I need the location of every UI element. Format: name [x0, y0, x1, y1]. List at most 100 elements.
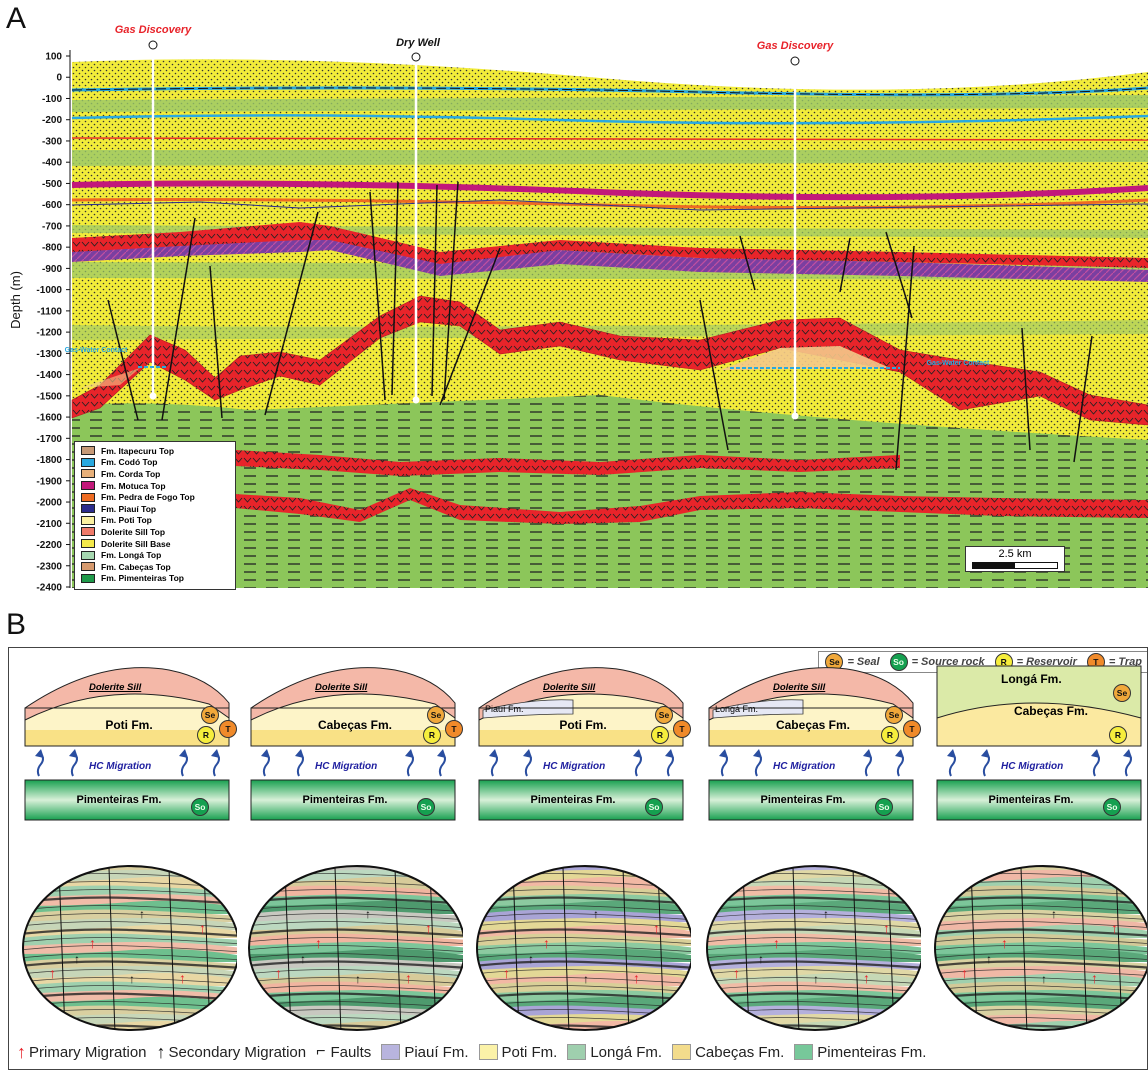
source-label: Pimenteiras Fm.	[760, 794, 846, 806]
legend-swatch	[81, 446, 95, 456]
svg-text:↑: ↑	[275, 965, 282, 981]
petroleum-system-panel: Se = Seal So = Source rock R = Reservoir T =…	[8, 647, 1148, 1070]
well-1-label: Gas Discovery	[115, 24, 192, 36]
seal-badge: Se	[427, 706, 445, 724]
svg-text:↑: ↑	[365, 907, 371, 921]
y-tick-label: 100	[45, 52, 62, 63]
svg-text:↑: ↑	[758, 952, 764, 966]
legend-label: Fm. Itapecuru Top	[101, 445, 175, 456]
scenario-4: ↑ ↑ ↑ ↑ ↑ ↑ ↑ Dolerite Sill Longá Fm. Cabeças Fm.…	[703, 648, 921, 1068]
trap-badge: T	[903, 720, 921, 738]
y-tick-label: -800	[42, 243, 62, 254]
reservoir-label: Poti Fm.	[559, 718, 607, 732]
reservoir-label: Cabeças Fm.	[775, 718, 851, 732]
cross-section-a: Depth (m) 100 0 -100 -200 -300 -400 -500 -600 -7…	[8, 24, 1148, 594]
scale-bar: 2.5 km	[965, 546, 1065, 572]
y-tick-label: -900	[42, 264, 62, 275]
legend-swatch	[81, 573, 95, 583]
y-tick-label: -400	[42, 158, 62, 169]
legend-swatch	[81, 481, 95, 491]
well-2[interactable]: Dry Well	[396, 37, 441, 404]
svg-text:↑: ↑	[1111, 920, 1118, 936]
scenario-2: ↑ ↑ ↑ ↑ ↑ ↑ ↑ Dolerite Sill Cabeças Fm. HC Migrat…	[245, 648, 463, 1068]
legend-label: Fm. Codó Top	[101, 457, 158, 468]
y-tick-label: -1800	[36, 455, 62, 466]
legend-label: Dolerite Sill Top	[101, 526, 166, 537]
legend-row: Fm. Longá Top	[75, 549, 235, 561]
svg-text:↑: ↑	[823, 907, 829, 921]
svg-text:↑: ↑	[49, 965, 56, 981]
legend-row: Dolerite Sill Base	[75, 538, 235, 550]
seal-badge: Se	[1113, 684, 1131, 702]
svg-text:↑: ↑	[315, 935, 322, 951]
reservoir-badge: R	[1109, 726, 1127, 744]
sill-label: Dolerite Sill	[543, 682, 596, 693]
svg-text:↑: ↑	[593, 907, 599, 921]
sill-label: Dolerite Sill	[773, 682, 826, 693]
legend-swatch	[81, 562, 95, 572]
y-tick-label: -2200	[36, 540, 62, 551]
svg-text:↑: ↑	[1041, 972, 1047, 986]
svg-text:↑: ↑	[139, 907, 145, 921]
svg-text:↑: ↑	[986, 952, 992, 966]
y-tick-label: -1900	[36, 476, 62, 487]
legend-row: Fm. Codó Top	[75, 457, 235, 469]
y-tick-label: -1200	[36, 328, 62, 339]
legend-row: Dolerite Sill Top	[75, 526, 235, 538]
svg-text:↑: ↑	[543, 935, 550, 951]
svg-text:↑: ↑	[863, 970, 870, 986]
source-badge: So	[191, 798, 209, 816]
svg-text:↑: ↑	[633, 970, 640, 986]
well-1[interactable]: Gas Discovery	[115, 24, 192, 400]
legend-swatch	[81, 539, 95, 549]
legend-label: Fm. Cabeças Top	[101, 561, 171, 572]
reservoir-label: Cabeças Fm.	[317, 718, 393, 732]
reservoir-badge: R	[651, 726, 669, 744]
svg-text:↑: ↑	[199, 920, 206, 936]
seal-badge: Se	[655, 706, 673, 724]
hc-migration-label: HC Migration	[773, 761, 836, 772]
svg-text:↑: ↑	[1051, 907, 1057, 921]
svg-text:↑: ↑	[583, 972, 589, 986]
trap-badge: T	[673, 720, 691, 738]
upper-formation-label: Longá Fm.	[715, 704, 759, 714]
reservoir-label: Cabeças Fm.	[1013, 704, 1089, 718]
y-tick-label: -700	[42, 221, 62, 232]
y-tick-label: 0	[56, 73, 62, 84]
source-badge: So	[875, 798, 893, 816]
source-badge: So	[417, 798, 435, 816]
svg-text:↑: ↑	[74, 952, 80, 966]
faults	[107, 181, 1093, 471]
scale-label: 2.5 km	[998, 548, 1032, 560]
legend-swatch	[81, 527, 95, 537]
legend-row: Fm. Cabeças Top	[75, 561, 235, 573]
svg-text:↑: ↑	[129, 972, 135, 986]
legend-row: Fm. Piauí Top	[75, 503, 235, 515]
y-tick-label: -300	[42, 136, 62, 147]
well-3-label: Gas Discovery	[757, 40, 834, 52]
svg-text:↑: ↑	[653, 920, 660, 936]
svg-text:↑: ↑	[179, 970, 186, 986]
hc-migration-label: HC Migration	[315, 761, 378, 772]
svg-text:↑: ↑	[503, 965, 510, 981]
y-axis-ticks: 100 0 -100 -200 -300 -400 -500 -600 -700 -800 -900…	[36, 52, 70, 594]
y-tick-label: -2000	[36, 498, 62, 509]
legend-row: Fm. Poti Top	[75, 515, 235, 527]
y-tick-label: -600	[42, 200, 62, 211]
svg-text:↑: ↑	[1001, 935, 1008, 951]
y-tick-label: -500	[42, 179, 62, 190]
migration-legend: ↑ Primary Migration ↑ Secondary Migration …	[17, 1041, 927, 1062]
well-3[interactable]: Gas Discovery	[757, 40, 834, 420]
svg-text:↑: ↑	[773, 935, 780, 951]
source-label: Pimenteiras Fm.	[988, 794, 1074, 806]
sill-label: Dolerite Sill	[315, 682, 368, 693]
legend-label: Fm. Corda Top	[101, 468, 161, 479]
scenario-3: ↑ ↑ ↑ ↑ ↑ ↑ ↑ Dolerite Sill Piauí Fm. Poti Fm. HC …	[473, 648, 691, 1068]
svg-text:↑: ↑	[813, 972, 819, 986]
svg-text:↑: ↑	[733, 965, 740, 981]
legend-label: Fm. Pedra de Fogo Top	[101, 492, 195, 503]
y-tick-label: -1500	[36, 391, 62, 402]
legend-swatch	[81, 492, 95, 502]
legend-swatch	[81, 550, 95, 560]
y-tick-label: -1000	[36, 285, 62, 296]
